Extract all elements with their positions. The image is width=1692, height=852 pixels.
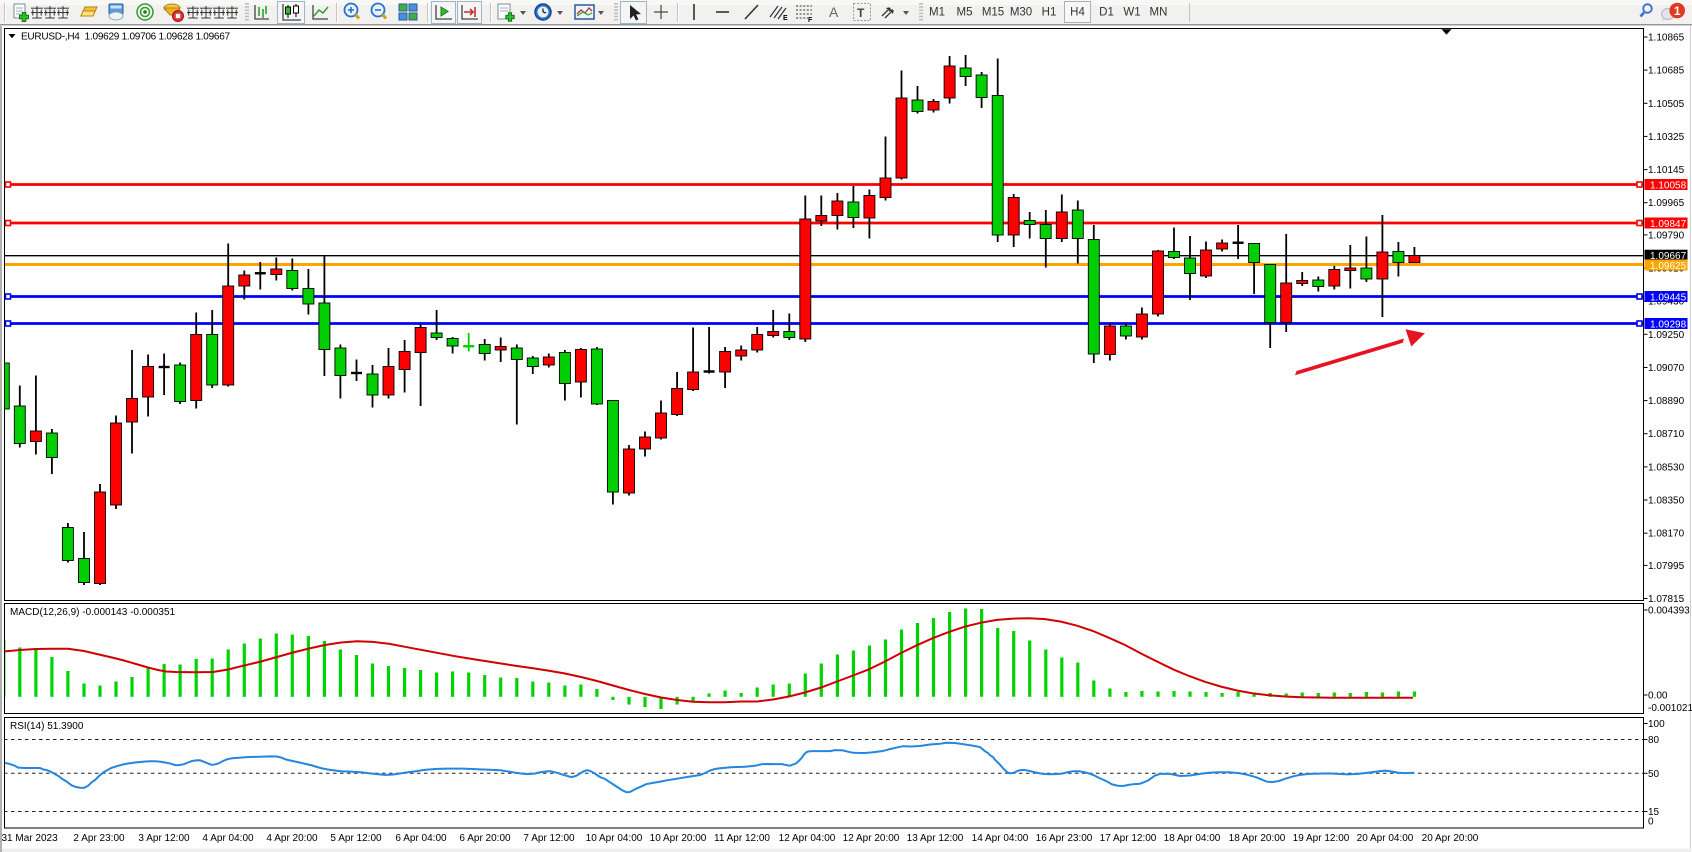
svg-text:7 Apr 12:00: 7 Apr 12:00 xyxy=(523,833,575,844)
svg-text:W1: W1 xyxy=(1123,7,1140,19)
svg-text:1.09250: 1.09250 xyxy=(1648,330,1685,341)
svg-text:12 Apr 20:00: 12 Apr 20:00 xyxy=(843,833,900,844)
svg-text:1: 1 xyxy=(1674,4,1681,18)
svg-text:20 Apr 20:00: 20 Apr 20:00 xyxy=(1422,833,1479,844)
svg-text:3 Apr 12:00: 3 Apr 12:00 xyxy=(138,833,190,844)
svg-text:1.07815: 1.07815 xyxy=(1648,594,1685,605)
svg-text:1.08170: 1.08170 xyxy=(1648,529,1685,540)
svg-text:16 Apr 23:00: 16 Apr 23:00 xyxy=(1036,833,1093,844)
svg-text:1.09790: 1.09790 xyxy=(1648,230,1685,241)
svg-text:1.10058: 1.10058 xyxy=(1650,180,1687,191)
svg-text:1.08530: 1.08530 xyxy=(1648,462,1685,473)
svg-text:6 Apr 04:00: 6 Apr 04:00 xyxy=(395,833,447,844)
svg-text:15: 15 xyxy=(1648,807,1660,818)
svg-text:10 Apr 04:00: 10 Apr 04:00 xyxy=(586,833,643,844)
svg-text:1.09298: 1.09298 xyxy=(1650,319,1687,330)
svg-text:H4: H4 xyxy=(1070,7,1085,19)
svg-text:0.00: 0.00 xyxy=(1648,691,1668,702)
svg-text:1.09847: 1.09847 xyxy=(1650,219,1687,230)
svg-text:12 Apr 04:00: 12 Apr 04:00 xyxy=(779,833,836,844)
svg-text:1.10505: 1.10505 xyxy=(1648,99,1685,110)
svg-text:1.10865: 1.10865 xyxy=(1648,33,1685,44)
svg-text:18 Apr 04:00: 18 Apr 04:00 xyxy=(1164,833,1221,844)
svg-text:1.08710: 1.08710 xyxy=(1648,429,1685,440)
svg-text:100: 100 xyxy=(1648,719,1665,730)
svg-text:0: 0 xyxy=(1648,817,1654,828)
svg-text:M15: M15 xyxy=(982,7,1004,19)
svg-text:F: F xyxy=(808,17,813,24)
svg-text:1.08890: 1.08890 xyxy=(1648,396,1685,407)
svg-text:1.10685: 1.10685 xyxy=(1648,66,1685,77)
svg-text:1.09625: 1.09625 xyxy=(1650,261,1687,272)
svg-text:4 Apr 20:00: 4 Apr 20:00 xyxy=(266,833,318,844)
svg-text:M1: M1 xyxy=(929,7,945,19)
svg-text:A: A xyxy=(829,4,839,20)
svg-text:20 Apr 04:00: 20 Apr 04:00 xyxy=(1357,833,1414,844)
svg-text:E: E xyxy=(783,15,788,22)
svg-text:1.09667: 1.09667 xyxy=(1650,251,1687,262)
svg-text:1.09430: 1.09430 xyxy=(1648,297,1685,308)
svg-text:M5: M5 xyxy=(957,7,973,19)
svg-text:2 Apr 23:00: 2 Apr 23:00 xyxy=(73,833,125,844)
svg-text:1.08350: 1.08350 xyxy=(1648,496,1685,507)
svg-text:1.10145: 1.10145 xyxy=(1648,165,1685,176)
svg-text:17 Apr 12:00: 17 Apr 12:00 xyxy=(1100,833,1157,844)
svg-text:31 Mar 2023: 31 Mar 2023 xyxy=(2,833,59,844)
svg-text:0.004393: 0.004393 xyxy=(1648,606,1690,617)
svg-text:D1: D1 xyxy=(1099,7,1114,19)
svg-text:6 Apr 20:00: 6 Apr 20:00 xyxy=(459,833,511,844)
svg-text:1.09070: 1.09070 xyxy=(1648,363,1685,374)
svg-text:80: 80 xyxy=(1648,735,1660,746)
svg-text:-0.001021: -0.001021 xyxy=(1648,703,1692,714)
svg-text:19 Apr 12:00: 19 Apr 12:00 xyxy=(1293,833,1350,844)
svg-text:H1: H1 xyxy=(1042,7,1057,19)
svg-text:11 Apr 12:00: 11 Apr 12:00 xyxy=(714,833,770,844)
svg-text:13 Apr 12:00: 13 Apr 12:00 xyxy=(907,833,964,844)
svg-text:50: 50 xyxy=(1648,769,1660,780)
svg-text:MN: MN xyxy=(1150,7,1168,19)
svg-text:1.07995: 1.07995 xyxy=(1648,561,1685,572)
svg-text:M30: M30 xyxy=(1010,7,1032,19)
svg-text:1.10325: 1.10325 xyxy=(1648,132,1685,143)
svg-text:EURUSD-,H4 1.09629 1.09706 1.: EURUSD-,H4 1.09629 1.09706 1.09628 1.096… xyxy=(21,32,231,43)
svg-text:5 Apr 12:00: 5 Apr 12:00 xyxy=(330,833,382,844)
svg-text:1.09965: 1.09965 xyxy=(1648,198,1685,209)
svg-text:10 Apr 20:00: 10 Apr 20:00 xyxy=(650,833,707,844)
svg-text:1.09445: 1.09445 xyxy=(1650,292,1687,303)
svg-text:MACD(12,26,9) -0.000143 -0.000: MACD(12,26,9) -0.000143 -0.000351 xyxy=(10,607,176,618)
svg-text:T: T xyxy=(857,6,865,20)
svg-text:RSI(14) 51.3900: RSI(14) 51.3900 xyxy=(10,721,84,732)
svg-text:14 Apr 04:00: 14 Apr 04:00 xyxy=(972,833,1029,844)
svg-text:4 Apr 04:00: 4 Apr 04:00 xyxy=(202,833,254,844)
svg-text:18 Apr 20:00: 18 Apr 20:00 xyxy=(1229,833,1286,844)
